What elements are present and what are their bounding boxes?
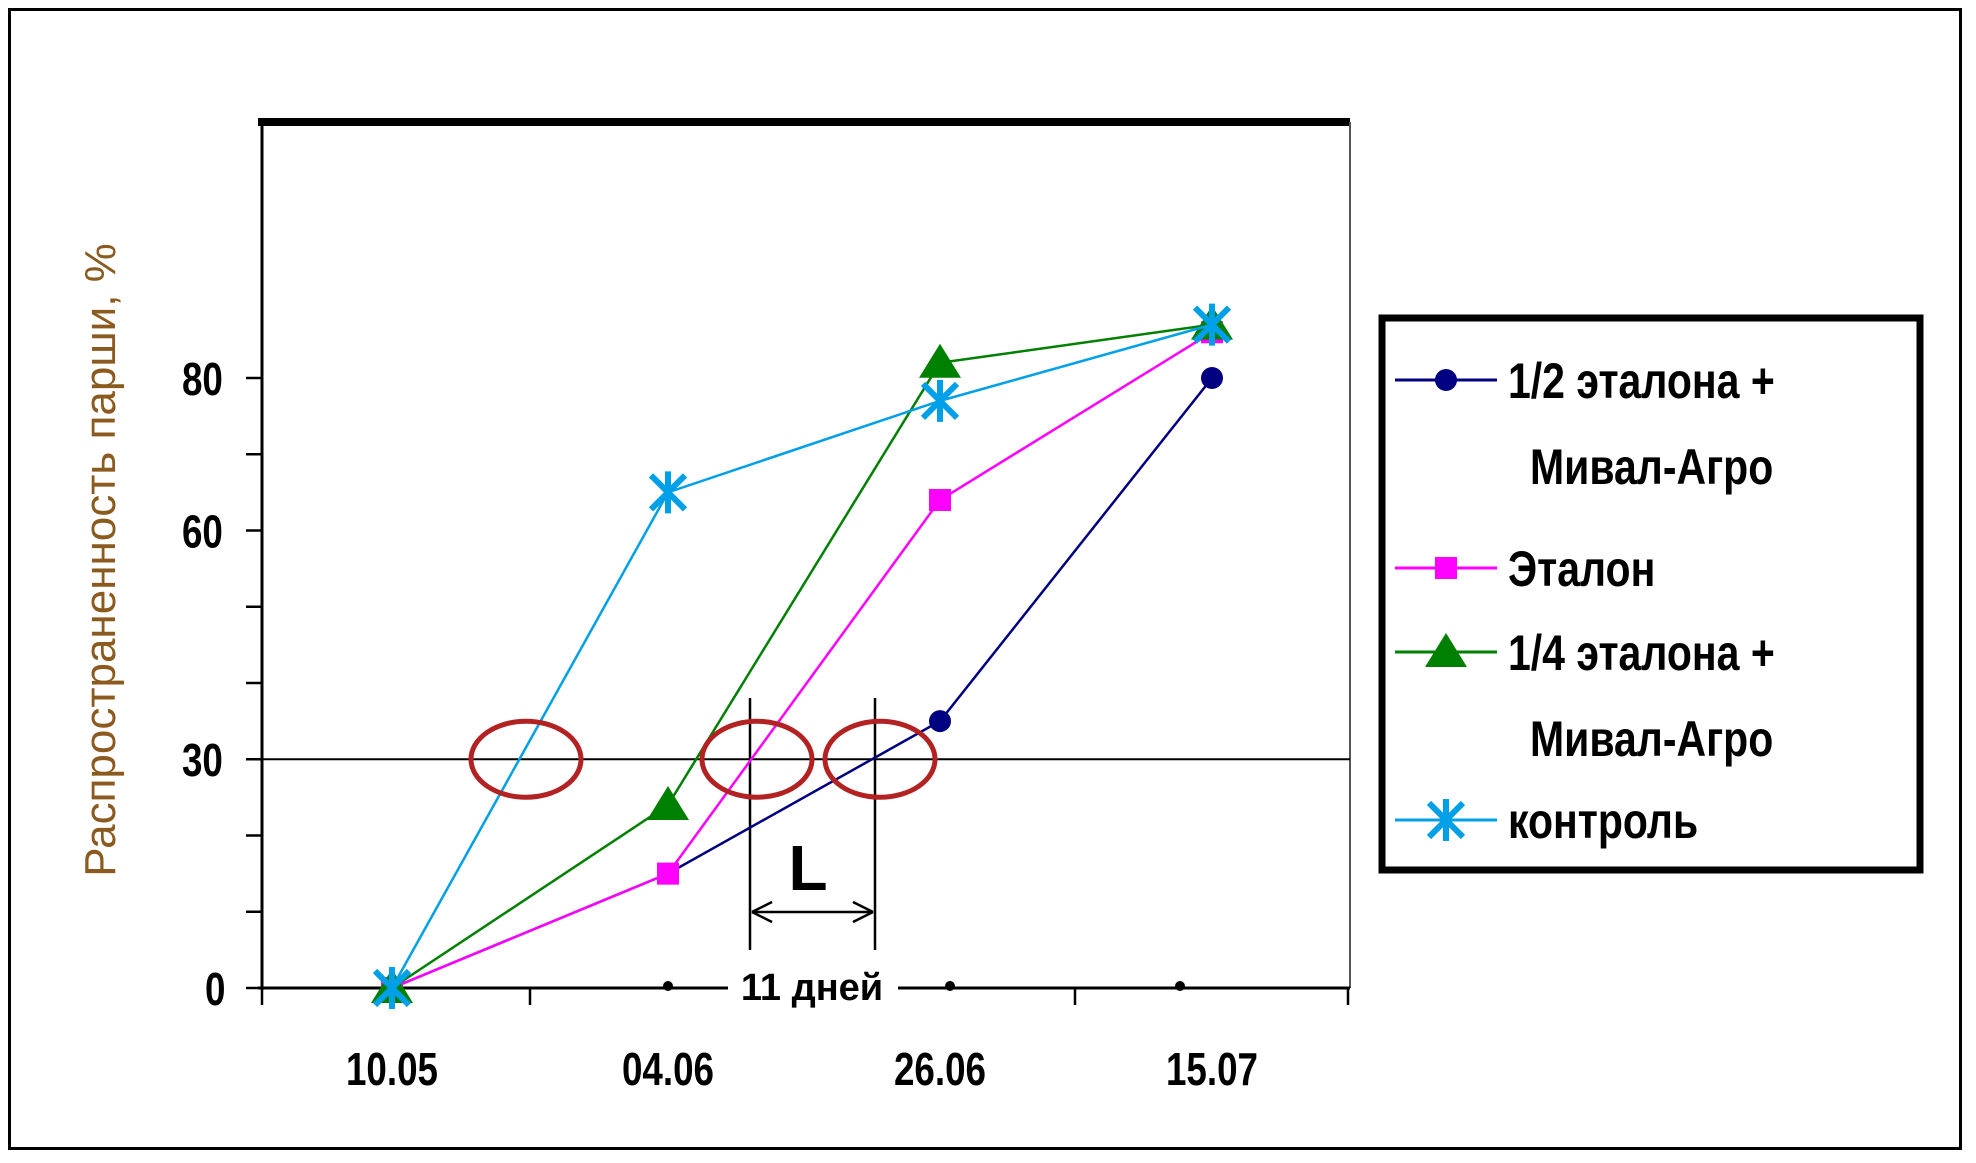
legend-item: Эталон xyxy=(1395,541,1655,597)
y-tick-label: 0 xyxy=(205,963,225,1015)
data-point xyxy=(929,489,951,511)
x-tick-label: 15.07 xyxy=(1166,1043,1258,1095)
y-tick-label: 80 xyxy=(182,353,223,405)
legend-marker xyxy=(1425,633,1467,667)
legend-label: Мивал-Агро xyxy=(1530,439,1773,495)
data-point xyxy=(920,379,960,422)
data-point xyxy=(1201,367,1223,389)
data-point xyxy=(657,862,679,885)
interval-arrow-right xyxy=(852,900,874,924)
interval-days-bg xyxy=(728,962,898,1008)
data-point xyxy=(372,967,412,1009)
x-axis-dot xyxy=(945,981,955,991)
data-point xyxy=(647,786,689,820)
data-point xyxy=(919,343,961,378)
legend-label: 1/4 эталона + xyxy=(1508,625,1775,681)
data-point xyxy=(929,710,951,733)
legend-marker xyxy=(1435,369,1457,391)
legend-item: 1/4 эталона + Мивал-Агро xyxy=(1395,625,1775,767)
x-tick-label: 04.06 xyxy=(622,1043,714,1095)
highlight-circle xyxy=(822,718,938,800)
legend: 1/2 эталона + Мивал-Агро Эталон 1/4 эталона… xyxy=(1378,314,1924,874)
annotations: L 11 дней xyxy=(262,698,1350,1009)
legend-box xyxy=(1378,314,1924,874)
x-tick-label: 10.05 xyxy=(346,1043,438,1095)
interval-days-label: 11 дней xyxy=(741,967,883,1009)
x-axis-dot xyxy=(663,981,673,991)
axes: 0 30 60 80 10.05 04.06 26.06 15.07 xyxy=(182,118,1351,1095)
interval-arrow-left xyxy=(751,900,773,924)
series-0 xyxy=(381,367,1223,999)
data-point xyxy=(648,471,688,514)
legend-item: контроль xyxy=(1395,793,1698,849)
y-tick-label: 30 xyxy=(182,734,223,786)
x-axis-dot xyxy=(1175,981,1185,991)
interval-label: L xyxy=(788,832,827,904)
x-tick-label: 26.06 xyxy=(894,1043,986,1095)
series-3 xyxy=(372,303,1232,1009)
legend-marker xyxy=(1426,799,1466,841)
legend-label: 1/2 эталона + xyxy=(1508,353,1775,409)
data-point xyxy=(1192,303,1232,346)
legend-item: 1/2 эталона + Мивал-Агро xyxy=(1395,353,1775,495)
y-tick-label: 60 xyxy=(182,506,223,558)
legend-marker xyxy=(1435,557,1457,579)
legend-label: Эталон xyxy=(1508,541,1655,597)
chart-frame xyxy=(8,8,1962,1150)
highlight-circle xyxy=(468,718,584,800)
series-layer xyxy=(371,303,1233,1009)
y-axis-label: Распространенность парши, % xyxy=(76,243,125,877)
highlight-circles xyxy=(468,718,938,800)
legend-label: Мивал-Агро xyxy=(1530,711,1773,767)
highlight-circle xyxy=(699,718,815,800)
series-line xyxy=(390,323,1213,989)
series-line xyxy=(391,323,1213,990)
legend-label: контроль xyxy=(1508,793,1698,849)
series-line xyxy=(391,331,1213,990)
